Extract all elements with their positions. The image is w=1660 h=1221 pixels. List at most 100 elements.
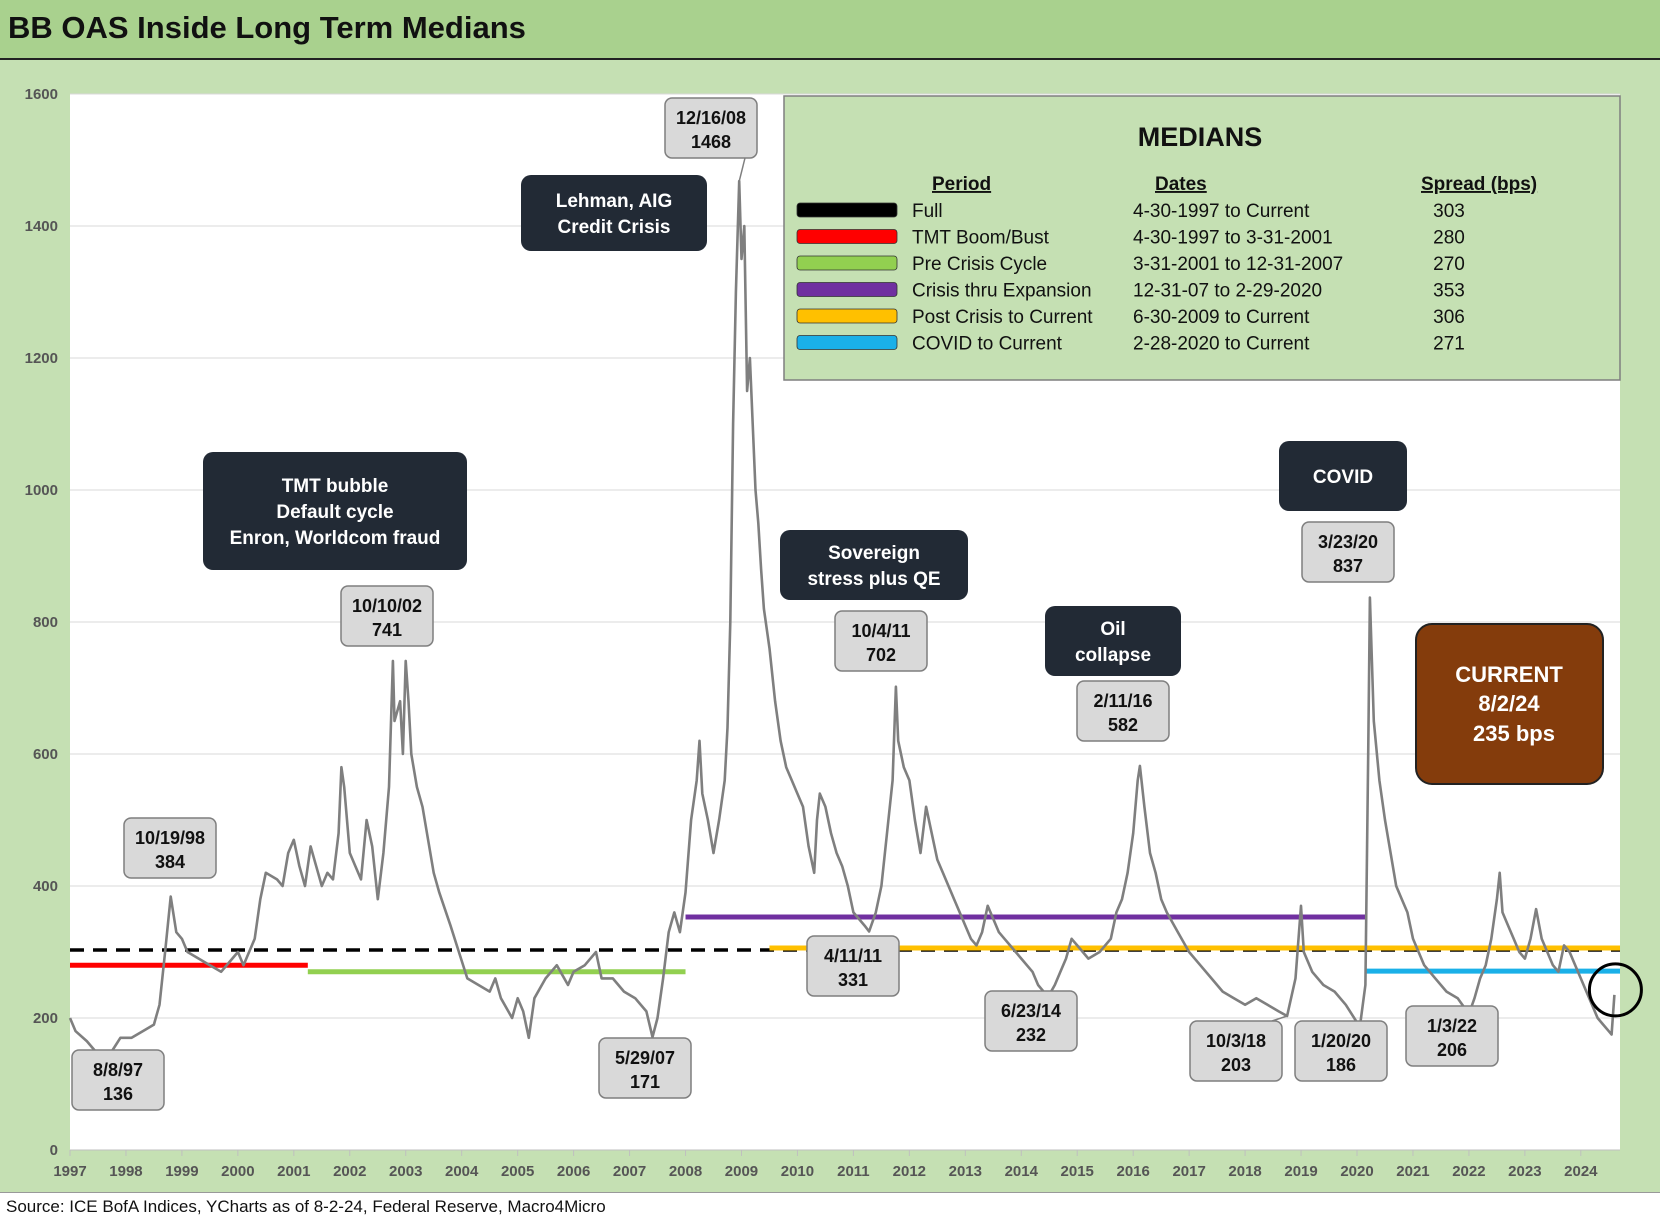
x-tick-label: 2007 [613,1163,646,1180]
x-axis: 1997 1998 1999 2000 2001 2002 2003 2004 2005 2006… [53,1149,1620,1180]
legend-period: Post Crisis to Current [912,307,1093,328]
point-label-value: 203 [1221,1055,1251,1075]
legend-header-period: Period [932,174,991,195]
x-tick-label: 2002 [333,1163,366,1180]
x-tick-label: 2011 [837,1163,870,1180]
point-label-box [834,610,928,672]
legend-header-dates: Dates [1155,174,1207,195]
source-bar: Source: ICE BofA Indices, YCharts as of … [0,1192,1660,1221]
legend-period: Full [912,201,943,222]
event-box-line: Oil [1100,619,1125,640]
point-label-value: 206 [1437,1040,1467,1060]
point-label-box [1076,680,1170,742]
point-label-box [1294,1020,1388,1082]
event-box [1279,441,1407,511]
title-bar: BB OAS Inside Long Term Medians [0,0,1660,60]
legend-rows: Full 4-30-1997 to Current 303 TMT Boom/Bust… [796,201,1465,355]
x-tick-label: 2012 [893,1163,926,1180]
point-label-value: 136 [103,1084,133,1104]
legend-swatch-full [796,202,898,218]
legend-box [783,95,1621,381]
legend-swatch-tmt [796,229,898,244]
x-tick-label: 2021 [1396,1163,1429,1180]
legend-header-spread: Spread (bps) [1421,174,1537,195]
point-label-date: 2/11/16 [1093,691,1152,711]
legend-dates: 3-31-2001 to 12-31-2007 [1133,254,1343,275]
y-tick-label: 1600 [25,86,58,103]
x-tick-label: 2006 [557,1163,590,1180]
point-label-date: 5/29/07 [615,1048,675,1068]
y-tick-label: 1400 [25,218,58,235]
y-tick-label: 600 [33,746,58,763]
point-label-date: 10/19/98 [135,828,205,848]
legend-spread: 270 [1433,254,1465,275]
point-label-value: 186 [1326,1055,1356,1075]
x-tick-label: 2005 [501,1163,534,1180]
legend-title: MEDIANS [1138,122,1263,152]
event-box-line: COVID [1313,467,1373,488]
legend-dates: 4-30-1997 to Current [1133,201,1310,222]
legend-swatch-precrisis [796,255,898,271]
callout-leader [1271,1015,1288,1022]
legend-dates: 12-31-07 to 2-29-2020 [1133,281,1322,302]
point-label-date: 10/3/18 [1206,1031,1266,1051]
legend-spread: 353 [1433,281,1465,302]
x-tick-label: 2016 [1116,1163,1149,1180]
point-label-value: 741 [372,620,402,640]
event-box-line: stress plus QE [807,569,940,590]
callout-leader [738,157,746,182]
x-tick-label: 1998 [109,1163,142,1180]
x-tick-label: 2004 [445,1163,479,1180]
point-labels: 8/8/97 136 10/19/98 384 10/10/02 741 5/29/07 17… [71,97,1499,1111]
point-label-value: 384 [155,852,185,872]
legend-swatch-crisis [796,282,898,297]
point-label-date: 3/23/20 [1318,532,1378,552]
x-tick-label: 2009 [725,1163,758,1180]
x-tick-label: 1997 [53,1163,86,1180]
x-tick-label: 2017 [1172,1163,1205,1180]
legend-dates: 2-28-2020 to Current [1133,334,1310,355]
event-box-line: Lehman, AIG [556,191,672,212]
x-tick-label: 2015 [1061,1163,1094,1180]
legend-period: COVID to Current [912,334,1063,355]
series-group [68,179,1616,1062]
legend-swatch-postcrisis [796,308,898,324]
current-marker [1587,962,1643,1018]
legend-spread: 303 [1433,201,1465,222]
event-box [203,452,467,570]
x-tick-label: 2000 [221,1163,254,1180]
series-line [68,179,1616,1062]
source-note: Source: ICE BofA Indices, YCharts as of … [6,1197,606,1216]
event-box-line: Default cycle [276,502,393,523]
x-tick-label: 2018 [1228,1163,1261,1180]
point-label-date: 12/16/08 [676,108,746,128]
x-tick-label: 2010 [781,1163,814,1180]
y-tick-label: 800 [33,614,58,631]
x-tick-label: 2024 [1564,1163,1598,1180]
point-label-value: 702 [866,645,896,665]
point-label-box [1405,1005,1499,1067]
point-label-box [123,817,217,879]
event-box [780,530,968,600]
event-box-line: collapse [1075,645,1151,666]
legend-spread: 271 [1433,334,1465,355]
x-tick-label: 2013 [949,1163,982,1180]
event-box-line: Enron, Worldcom fraud [230,528,441,549]
legend-spread: 306 [1433,307,1465,328]
point-label-date: 1/20/20 [1311,1031,1371,1051]
legend-dates: 6-30-2009 to Current [1133,307,1310,328]
current-spread: 235 bps [1473,721,1555,746]
y-tick-label: 0 [50,1142,58,1159]
legend-dates: 4-30-1997 to 3-31-2001 [1133,228,1333,249]
legend-period: Crisis thru Expansion [912,281,1092,302]
point-label-value: 582 [1108,715,1138,735]
point-label-box [984,990,1078,1052]
x-tick-label: 2008 [669,1163,702,1180]
event-box-line: Sovereign [828,543,920,564]
y-tick-label: 1000 [25,482,58,499]
point-label-box [71,1049,165,1111]
point-label-date: 10/10/02 [352,596,422,616]
medians-legend: MEDIANS Period Dates Spread (bps) Full 4-… [783,95,1621,381]
point-label-value: 232 [1016,1025,1046,1045]
point-label-value: 331 [838,970,868,990]
